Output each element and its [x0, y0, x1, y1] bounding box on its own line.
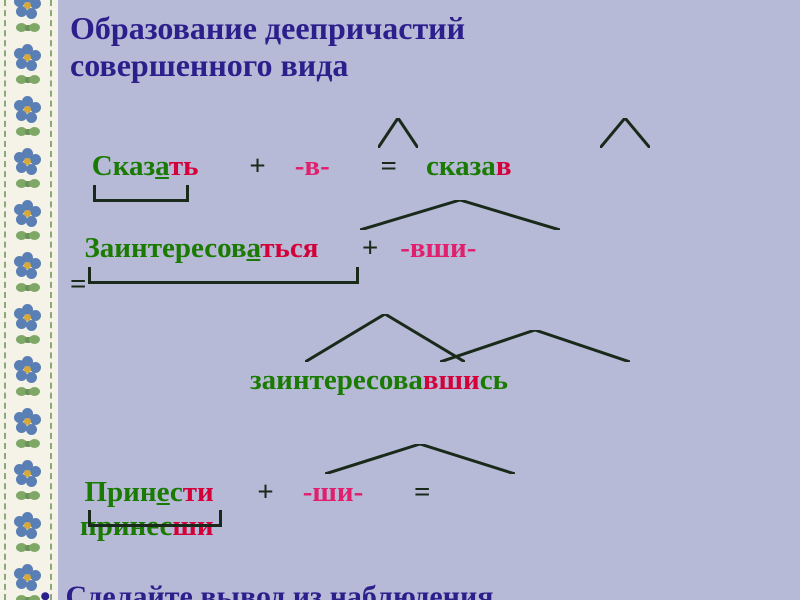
slide: Образование деепричастий совершенного ви… — [0, 0, 800, 600]
bullet-text: Сделайте вывод из наблюдения — [66, 580, 494, 600]
stem-bracket-4 — [88, 510, 222, 527]
example-row-2-equals: = — [70, 268, 87, 301]
example-row-4: Принести + -ши- = — [70, 476, 431, 509]
suffix-caret — [325, 444, 515, 474]
stem-bracket-1 — [93, 185, 189, 202]
title-line-2: совершенного вида — [70, 47, 348, 83]
example-row-2: Заинтересоваться + -вши- — [70, 232, 476, 265]
content-area: Образование деепричастий совершенного ви… — [70, 10, 790, 84]
stem-bracket-2 — [88, 267, 359, 284]
title-line-1: Образование деепричастий — [70, 10, 465, 46]
example-row-3: заинтересовавшись — [250, 364, 508, 397]
example-row-1: Сказать + -в- = сказав — [70, 150, 511, 183]
stitch-line — [50, 0, 52, 600]
stitch-line — [4, 0, 6, 600]
suffix-caret — [600, 118, 650, 148]
bottom-bullet: • Сделайте вывод из наблюдения — [40, 580, 493, 600]
slide-title: Образование деепричастий совершенного ви… — [70, 10, 790, 84]
suffix-caret — [360, 200, 560, 230]
suffix-caret — [305, 314, 465, 362]
bullet-dot: • — [40, 580, 66, 600]
suffix-caret — [378, 118, 418, 148]
suffix-caret — [440, 330, 630, 362]
ornament-column — [10, 0, 46, 600]
decorative-border — [0, 0, 58, 600]
